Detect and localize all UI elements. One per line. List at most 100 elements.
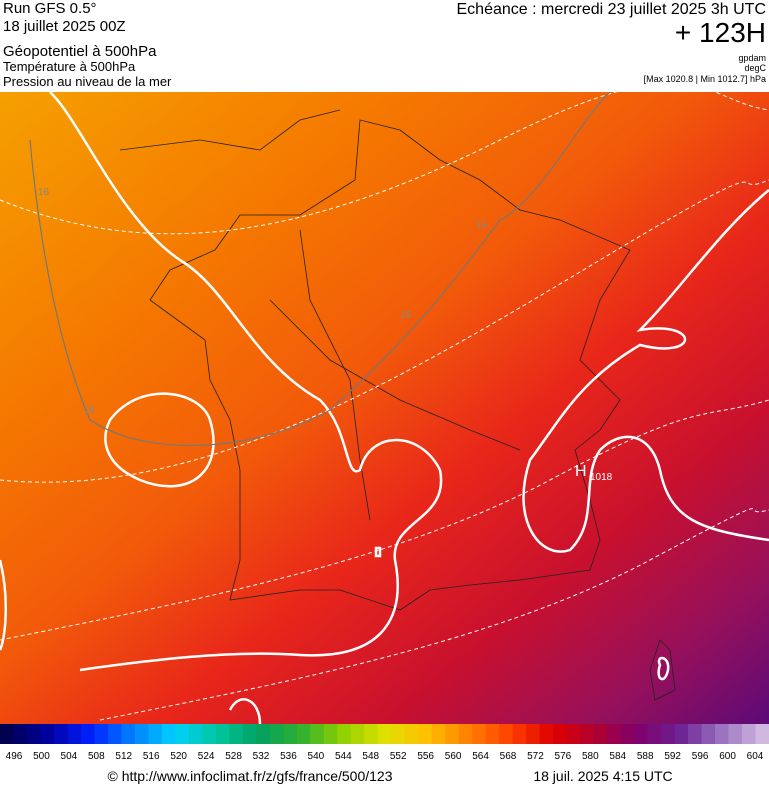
- colorbar-label: 508: [88, 751, 105, 762]
- colorbar-swatch: [107, 724, 122, 744]
- colorbar-swatch: [431, 724, 446, 744]
- colorbar-swatch: [647, 724, 662, 744]
- colorbar-swatch: [337, 724, 352, 744]
- colorbar-swatch: [67, 724, 82, 744]
- colorbar-swatch: [148, 724, 163, 744]
- colorbar-label: 500: [33, 751, 50, 762]
- colorbar-swatch: [0, 724, 14, 744]
- colorbar-label: 552: [390, 751, 407, 762]
- colorbar-swatch: [526, 724, 541, 744]
- colorbar-swatch: [485, 724, 500, 744]
- colorbar-swatch: [458, 724, 473, 744]
- colorbar-swatch: [580, 724, 595, 744]
- colorbar-swatch: [688, 724, 703, 744]
- contour-label: 16: [84, 405, 96, 416]
- colorbar-label: 504: [61, 751, 78, 762]
- colorbar-swatch: [418, 724, 433, 744]
- colorbar-swatch: [607, 724, 622, 744]
- colorbar-swatch: [40, 724, 55, 744]
- pressure-range: [Max 1020.8 | Min 1012.7] hPa: [644, 74, 766, 84]
- colorbar-label: 548: [362, 751, 379, 762]
- colorbar-swatch: [472, 724, 487, 744]
- colorbar-label: 600: [719, 751, 736, 762]
- colorbar-swatch: [539, 724, 554, 744]
- layer: Géopotentiel à 500hPa: [3, 43, 157, 60]
- isotherms: [0, 92, 769, 721]
- colorbar-swatch: [323, 724, 338, 744]
- colorbar-swatch: [310, 724, 325, 744]
- lead-time: + 123H: [675, 17, 766, 48]
- contour-label: 16: [476, 220, 488, 231]
- colorbar-label: 592: [664, 751, 681, 762]
- colorbar-swatch: [404, 724, 419, 744]
- colorbar-label: 604: [747, 751, 764, 762]
- colorbar-swatch: [94, 724, 109, 744]
- colorbar-swatch: [13, 724, 28, 744]
- layer: Pression au niveau de la mer: [3, 74, 172, 89]
- colorbar-swatch: [26, 724, 41, 744]
- colorbar-swatch: [80, 724, 95, 744]
- colorbar-swatch: [593, 724, 608, 744]
- valid-time: Echéance : mercredi 23 juillet 2025 3h U…: [457, 1, 767, 18]
- colorbar-label: 528: [225, 751, 242, 762]
- colorbar-label: 516: [143, 751, 160, 762]
- run-date: 18 juillet 2025 00Z: [3, 18, 126, 35]
- colorbar-swatch: [202, 724, 217, 744]
- colorbar-swatch: [350, 724, 365, 744]
- colorbar-label: 584: [609, 751, 626, 762]
- colorbar-label: 532: [253, 751, 270, 762]
- colorbar-label: 544: [335, 751, 352, 762]
- colorbar-swatch: [269, 724, 284, 744]
- colorbar-swatch: [566, 724, 581, 744]
- unit: gpdam: [738, 53, 766, 63]
- unit: degC: [744, 63, 766, 73]
- colorbar-swatch: [53, 724, 68, 744]
- layer: Température à 500hPa: [3, 59, 136, 74]
- colorbar-swatch: [742, 724, 757, 744]
- colorbar-label: 572: [527, 751, 544, 762]
- run: Run GFS 0.5°: [3, 0, 97, 17]
- colorbar-swatch: [620, 724, 635, 744]
- colorbar-label: 588: [637, 751, 654, 762]
- coastlines: [119, 109, 676, 701]
- contour-label: 16: [400, 310, 412, 321]
- high-pressure-value: 1018: [590, 472, 613, 483]
- colorbar-label: 580: [582, 751, 599, 762]
- colorbar-label: 556: [417, 751, 434, 762]
- colorbar-swatch: [728, 724, 743, 744]
- timestamp: 18 juil. 2025 4:15 UTC: [533, 768, 672, 784]
- colorbar-swatch: [188, 724, 203, 744]
- colorbar-swatch: [661, 724, 676, 744]
- colorbar-label: 564: [472, 751, 489, 762]
- source: © http://www.infoclimat.fr/z/gfs/france/…: [108, 768, 393, 784]
- colorbar-swatch: [175, 724, 190, 744]
- colorbar-swatch: [499, 724, 514, 744]
- colorbar-swatch: [242, 724, 257, 744]
- colorbar-label: 536: [280, 751, 297, 762]
- colorbar-swatch: [445, 724, 460, 744]
- colorbar-swatch: [377, 724, 392, 744]
- colorbar-swatch: [553, 724, 568, 744]
- colorbar-swatch: [755, 724, 769, 744]
- colorbar-label: 512: [115, 751, 132, 762]
- temperature-field: [0, 92, 769, 724]
- isohypse: [29, 92, 611, 446]
- colorbar-swatch: [391, 724, 406, 744]
- colorbar-swatch: [161, 724, 176, 744]
- colorbar: 496 500 504 508 512 516 520 524 528 532 536 540 544 5…: [0, 724, 769, 762]
- colorbar-swatch: [715, 724, 730, 744]
- colorbar-label: 520: [170, 751, 187, 762]
- colorbar-swatch: [215, 724, 230, 744]
- colorbar-label: 568: [500, 751, 517, 762]
- colorbar-swatch: [364, 724, 379, 744]
- colorbar-label: 540: [308, 751, 325, 762]
- colorbar-label: 596: [692, 751, 709, 762]
- colorbar-swatch: [283, 724, 298, 744]
- colorbar-swatch: [121, 724, 136, 744]
- colorbar-label: 496: [6, 751, 23, 762]
- high-pressure-symbol: H: [575, 463, 587, 480]
- colorbar-swatch: [701, 724, 716, 744]
- colorbar-swatch: [229, 724, 244, 744]
- colorbar-label: 560: [445, 751, 462, 762]
